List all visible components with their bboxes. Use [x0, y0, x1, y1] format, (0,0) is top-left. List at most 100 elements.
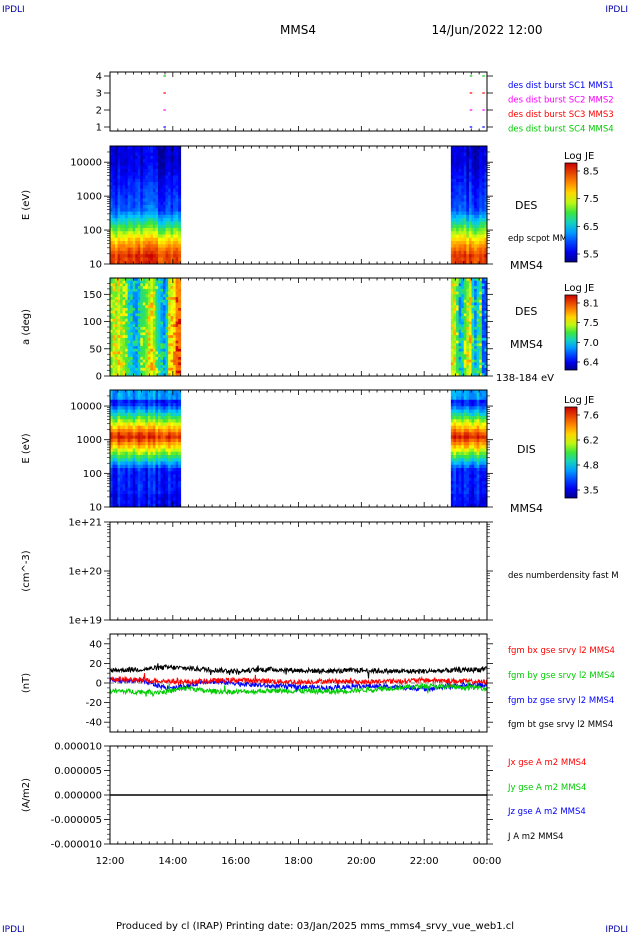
heatmap-cell — [120, 365, 124, 369]
heatmap-cell — [456, 254, 460, 258]
heatmap-cell — [122, 310, 126, 314]
heatmap-cell — [140, 396, 144, 401]
heatmap-cell — [458, 286, 462, 290]
heatmap-cell — [173, 477, 177, 482]
heatmap-cell — [130, 422, 134, 427]
heatmap-cell — [461, 318, 465, 322]
heatmap-cell — [140, 340, 144, 344]
heatmap-cell — [178, 182, 182, 186]
heatmap-cell — [130, 155, 134, 160]
heatmap-cell — [461, 278, 465, 282]
heatmap-cell — [130, 435, 134, 440]
heatmap-cell — [471, 432, 475, 436]
heatmap-cell — [152, 354, 156, 358]
heatmap-cell — [140, 307, 144, 312]
heatmap-cell — [178, 373, 182, 377]
heatmap-cell — [142, 464, 146, 469]
heatmap-cell — [170, 399, 174, 404]
heatmap-cell — [479, 237, 483, 242]
heatmap-cell — [170, 211, 174, 216]
heatmap-cell — [135, 337, 139, 342]
heatmap-cell — [112, 221, 116, 226]
heatmap-cell — [112, 280, 116, 284]
heatmap-cell — [165, 458, 169, 462]
heatmap-cell — [479, 318, 483, 322]
heatmap-cell — [484, 313, 488, 317]
heatmap-cell — [130, 302, 134, 306]
heatmap-cell — [178, 291, 182, 295]
heatmap-cell — [163, 354, 166, 358]
heatmap-cell — [135, 442, 139, 446]
heatmap-cell — [163, 155, 166, 160]
heatmap-cell — [112, 442, 116, 446]
heatmap-cell — [463, 451, 467, 456]
heatmap-cell — [173, 370, 177, 374]
heatmap-cell — [137, 149, 141, 153]
heatmap-cell — [173, 365, 177, 369]
heatmap-cell — [135, 455, 139, 459]
heatmap-cell — [163, 280, 166, 284]
heatmap-cell — [170, 316, 174, 320]
heatmap-cell — [165, 310, 169, 314]
heatmap-cell — [127, 362, 131, 366]
heatmap-cell — [461, 487, 465, 492]
heatmap-cell — [458, 494, 462, 498]
heatmap-cell — [137, 218, 141, 222]
heatmap-cell — [135, 406, 139, 410]
heatmap-cell — [130, 474, 134, 479]
heatmap-cell — [122, 406, 126, 410]
heatmap-cell — [160, 241, 164, 245]
heatmap-cell — [175, 484, 179, 488]
heatmap-cell — [456, 260, 460, 265]
heatmap-cell — [168, 237, 171, 242]
heatmap-cell — [120, 403, 124, 407]
heatmap-cell — [150, 403, 154, 407]
heatmap-cell — [152, 458, 156, 462]
heatmap-cell — [178, 451, 182, 456]
heatmap-cell — [120, 288, 124, 293]
heatmap-cell — [120, 280, 124, 284]
heatmap-cell — [471, 362, 475, 366]
heatmap-cell — [125, 451, 129, 456]
heatmap-cell — [175, 337, 179, 342]
heatmap-cell — [175, 471, 179, 475]
heatmap-cell — [117, 165, 121, 170]
heatmap-cell — [115, 214, 118, 219]
heatmap-cell — [157, 280, 161, 284]
heatmap-cell — [468, 313, 472, 317]
heatmap-cell — [175, 214, 179, 219]
heatmap-cell — [132, 351, 136, 355]
heatmap-cell — [456, 359, 460, 363]
heatmap-cell — [122, 396, 126, 401]
heatmap-cell — [458, 227, 462, 232]
heatmap-cell — [142, 451, 146, 456]
colorbar — [564, 162, 578, 263]
heatmap-cell — [157, 406, 161, 410]
heatmap-cell — [142, 442, 146, 446]
heatmap-cell — [170, 362, 174, 366]
heatmap-cell — [122, 362, 126, 366]
heatmap-cell — [481, 165, 485, 170]
heatmap-cell — [481, 218, 485, 222]
heatmap-cell — [137, 234, 141, 239]
heatmap-cell — [120, 297, 124, 301]
heatmap-cell — [147, 365, 151, 369]
heatmap-cell — [147, 399, 151, 404]
heatmap-cell — [142, 416, 146, 420]
heatmap-cell — [471, 149, 475, 153]
heatmap-cell — [140, 175, 144, 180]
heatmap-cell — [450, 487, 454, 492]
heatmap-cell — [155, 474, 159, 479]
heatmap-cell — [458, 497, 462, 501]
heatmap-cell — [160, 198, 164, 203]
heatmap-cell — [150, 214, 154, 219]
heatmap-cell — [152, 337, 156, 342]
heatmap-cell — [127, 299, 131, 303]
heatmap-cell — [468, 445, 472, 449]
heatmap-cell — [140, 316, 144, 320]
heatmap-cell — [168, 195, 171, 199]
heatmap-cell — [147, 471, 151, 475]
heatmap-cell — [453, 185, 457, 190]
heatmap-cell — [130, 458, 134, 462]
heatmap-cell — [474, 191, 478, 196]
